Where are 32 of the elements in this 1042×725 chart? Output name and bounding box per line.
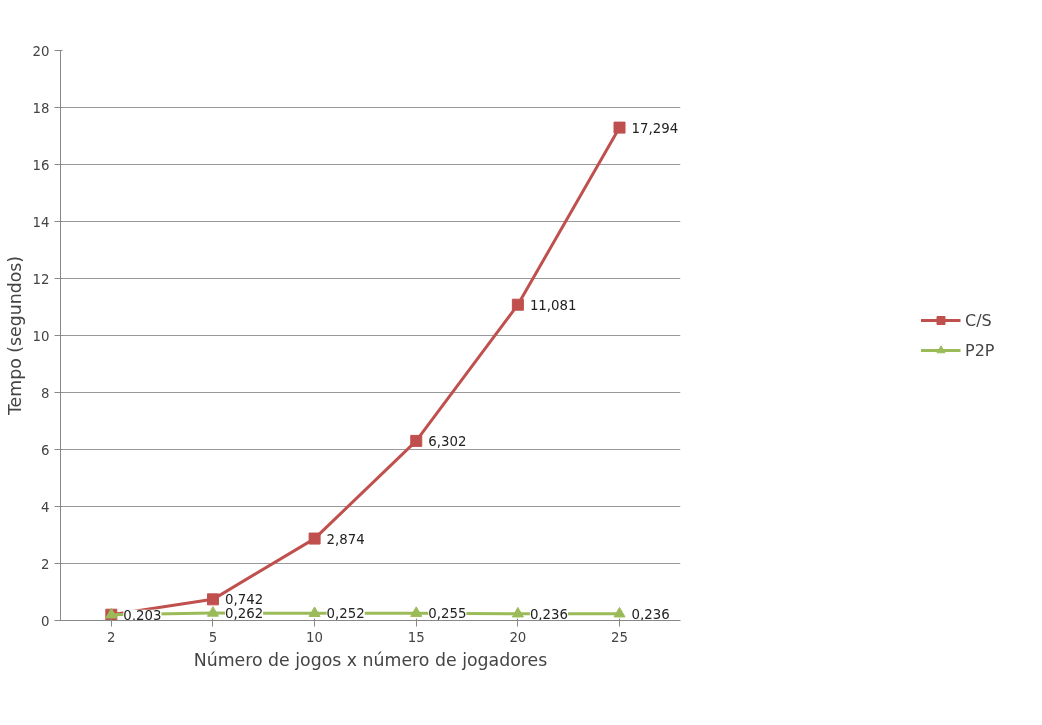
data-label: 0,236 xyxy=(529,606,569,622)
x-tick-label: 20 xyxy=(509,629,527,645)
y-axis-title: Tempo (segundos) xyxy=(4,255,25,417)
data-label: 6,302 xyxy=(428,433,467,449)
data-label: 0,255 xyxy=(428,606,467,622)
x-tick-label: 10 xyxy=(306,629,324,645)
data-label: 0,742 xyxy=(224,592,264,608)
y-tick-label: 6 xyxy=(41,442,50,458)
y-tick-label: 16 xyxy=(32,157,50,173)
data-label: 2,874 xyxy=(326,531,365,547)
data-label: 0,262 xyxy=(224,606,264,622)
x-tick-label: 2 xyxy=(107,629,116,645)
y-tick-label: 12 xyxy=(32,271,50,287)
y-tick-label: 18 xyxy=(32,100,50,116)
y-tick-label: 0 xyxy=(41,613,50,629)
y-tick-label: 8 xyxy=(41,385,50,401)
x-tick-label: 15 xyxy=(407,629,425,645)
x-tick-label: 5 xyxy=(208,629,218,645)
y-tick-label: 4 xyxy=(41,499,50,515)
x-axis-title: Número de jogos x número de jogadores xyxy=(193,649,548,670)
legend-label: P2P xyxy=(965,340,995,360)
y-tick-label: 20 xyxy=(32,43,50,59)
data-label: 0,236 xyxy=(631,606,670,622)
data-label: 0,252 xyxy=(326,606,365,622)
y-tick-label: 2 xyxy=(41,556,50,572)
y-tick-label: 14 xyxy=(32,214,50,230)
data-label: 17,294 xyxy=(631,120,679,136)
data-label: 0,203 xyxy=(123,607,162,623)
x-tick-label: 25 xyxy=(611,629,629,645)
y-tick-label: 10 xyxy=(32,328,50,344)
data-label: 11,081 xyxy=(529,297,577,313)
legend-label: C/S xyxy=(965,310,993,330)
